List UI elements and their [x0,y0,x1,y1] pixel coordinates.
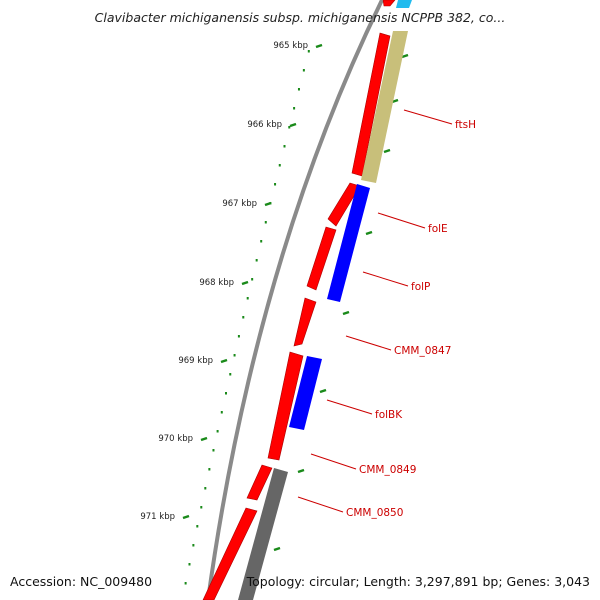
gc-dot [192,544,195,547]
gc-dot [288,126,291,129]
reverse-gene-block [238,468,288,600]
topology-text: Topology: circular; Length: 3,297,891 bp… [246,574,590,589]
gene-leader-line [326,399,373,415]
kbp-tick [182,514,190,520]
reverse-gene-block [327,184,370,302]
gc-dot [233,354,236,357]
gc-dot [237,335,240,338]
forward-gene-arrow [202,507,258,600]
gc-dot [260,240,263,243]
gene-label: CMM_0847 [394,345,451,357]
kbp-tick [200,436,208,442]
inner-tick [297,468,305,474]
gc-dot [188,563,191,566]
gene-label: folE [428,223,448,235]
forward-gene-arrow [267,351,304,461]
forward-gene-arrow [293,297,317,347]
gene-leader-line [297,496,344,513]
kbp-tick [289,122,297,128]
reverse-strand-genes [238,0,412,600]
gc-dot [196,525,199,528]
accession-text: Accession: NC_009480 [10,574,153,589]
inner-tick [273,546,281,552]
gc-dot [297,88,300,91]
gc-dot [216,430,219,433]
kbp-label: 968 kbp [199,278,234,288]
gene-leader-line [310,453,357,470]
gene-labels: ftsH folE folP CMM_0847 folBK CMM_0849 CMM_085… [297,109,476,519]
kbp-label: 970 kbp [158,434,193,444]
gc-dot-track [184,50,310,585]
gc-dot [212,449,215,452]
gc-dot [220,411,223,414]
gc-dot [307,50,310,53]
gc-dot [269,202,272,205]
forward-gene-arrow [246,464,273,501]
gene-label: folBK [375,409,403,421]
gene-leader-line [377,212,426,229]
gc-dot [293,107,296,110]
genome-backbone [206,0,384,600]
kbp-label: 967 kbp [222,199,257,209]
gc-dot [255,259,258,262]
inner-tick [319,388,327,394]
reverse-gene-block [396,0,412,8]
gc-dot [278,164,281,167]
gc-dot [246,297,249,300]
kbp-label: 965 kbp [273,41,308,51]
inner-tick [383,148,391,154]
forward-strand-genes [202,0,396,600]
kbp-label: 966 kbp [247,120,282,130]
inner-tick [342,310,350,316]
gc-dot [184,582,187,585]
tick-marks [182,43,409,552]
gene-label: ftsH [455,119,476,131]
gene-leader-line [345,335,392,351]
kbp-label: 969 kbp [178,356,213,366]
forward-gene-arrow [306,226,337,291]
forward-gene-arrow [327,182,361,227]
gc-dot [274,183,277,186]
gc-dot [229,373,232,376]
kbp-tick [241,280,249,286]
map-title: Clavibacter michiganensis subsp. michiga… [94,10,506,25]
gene-leader-line [362,271,409,287]
inner-tick [365,230,373,236]
kbp-labels: 965 kbp 966 kbp 967 kbp 968 kbp 969 kbp 970 k… [140,41,308,522]
gc-dot [208,468,211,471]
gene-label: CMM_0849 [359,464,416,476]
gc-dot [200,506,203,509]
reverse-gene-block [289,356,322,430]
kbp-tick [315,43,323,49]
forward-gene-arrow [382,0,396,7]
gene-label: folP [411,281,430,293]
kbp-label: 971 kbp [140,512,175,522]
gc-dot [302,69,305,72]
gc-dot [225,392,228,395]
kbp-tick [220,358,228,364]
gc-dot [251,278,254,281]
gene-leader-line [403,109,453,125]
gene-label: CMM_0850 [346,507,403,519]
gc-dot [283,145,286,148]
gc-dot [264,221,267,224]
gc-dot [204,487,207,490]
reverse-gene-block [361,31,408,183]
inner-tick [401,53,409,59]
gc-dot [242,316,245,319]
